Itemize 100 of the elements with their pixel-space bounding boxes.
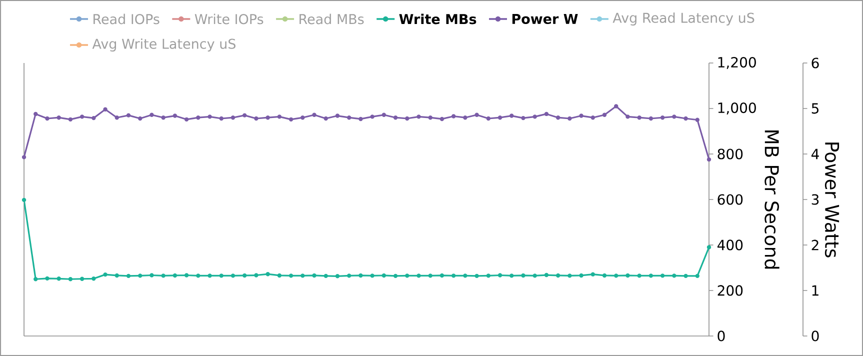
point	[242, 113, 247, 118]
point	[277, 114, 282, 119]
point	[92, 276, 96, 281]
point	[150, 273, 154, 278]
point	[288, 117, 294, 122]
point	[544, 272, 549, 278]
y-tick-label: 400	[717, 240, 743, 250]
point	[521, 116, 526, 120]
point	[498, 116, 502, 120]
point	[219, 274, 224, 278]
point	[532, 114, 537, 119]
point	[335, 114, 340, 118]
point	[602, 112, 607, 117]
point	[637, 274, 642, 278]
point	[277, 273, 282, 278]
point	[648, 274, 654, 278]
point	[463, 116, 468, 120]
point	[254, 116, 258, 121]
point	[590, 272, 595, 276]
legend-label: Write IOPs	[194, 14, 264, 24]
point	[266, 272, 270, 276]
point	[568, 274, 572, 278]
point	[208, 274, 212, 278]
y2-axis-title: Power Watts	[824, 142, 840, 258]
point	[346, 116, 352, 120]
point	[579, 273, 584, 278]
point	[172, 273, 178, 278]
point	[138, 274, 142, 278]
point	[208, 114, 212, 119]
y-tick-label: 1,200	[718, 56, 756, 70]
point	[510, 114, 514, 118]
y-axis-title: MB Per Second	[764, 130, 780, 269]
point	[312, 273, 316, 278]
point	[114, 273, 119, 278]
legend-label: Write MBs	[399, 14, 476, 24]
point	[637, 116, 642, 120]
point	[602, 273, 607, 278]
legend-label: Power W	[512, 14, 578, 24]
legend-label: Read IOPs	[94, 14, 160, 24]
point	[370, 114, 374, 119]
point	[22, 155, 26, 160]
y-tick-label: 200	[718, 285, 743, 296]
point	[660, 116, 665, 120]
point	[521, 273, 526, 278]
point	[405, 116, 410, 121]
y2-tick-label: 2	[812, 240, 818, 250]
point	[114, 116, 119, 120]
point	[556, 273, 560, 278]
point	[416, 274, 421, 278]
point	[80, 114, 84, 119]
legend-label: Avg Read Latency uS	[612, 12, 754, 26]
point	[300, 116, 305, 120]
point	[695, 118, 700, 122]
point	[440, 116, 444, 122]
point	[68, 117, 73, 122]
point	[92, 116, 96, 120]
point	[393, 274, 398, 278]
point	[266, 116, 270, 120]
point	[45, 116, 50, 121]
point	[672, 274, 676, 278]
point	[34, 277, 38, 282]
point	[358, 273, 363, 278]
point	[172, 114, 178, 118]
point	[242, 273, 247, 278]
point	[103, 272, 108, 277]
point	[568, 116, 572, 121]
y-tick-label: 1,000	[718, 102, 756, 115]
point	[370, 274, 374, 278]
point	[312, 112, 316, 117]
point	[474, 112, 479, 117]
point	[103, 107, 108, 112]
point	[590, 116, 595, 120]
point	[486, 274, 491, 278]
point	[219, 116, 224, 121]
point	[126, 113, 131, 118]
point	[532, 274, 537, 278]
point	[126, 274, 131, 278]
point	[56, 276, 61, 281]
point	[428, 274, 432, 278]
y2-tick-label: 0	[812, 330, 819, 342]
point	[382, 112, 386, 117]
point	[544, 112, 549, 116]
point	[684, 274, 688, 278]
point	[56, 116, 61, 120]
point	[254, 273, 258, 278]
y2-tick-label: 1	[812, 285, 818, 296]
point	[184, 117, 189, 122]
point	[474, 274, 479, 278]
point	[614, 104, 618, 108]
point	[45, 276, 50, 281]
y2-tick-label: 6	[812, 58, 819, 68]
point	[358, 116, 363, 122]
y-tick-label: 800	[718, 148, 743, 160]
point	[498, 273, 502, 278]
point	[579, 114, 584, 118]
y2-tick-label: 4	[811, 148, 819, 160]
point	[510, 274, 514, 278]
point	[451, 114, 456, 118]
y2-tick-label: 5	[812, 103, 818, 114]
y-tick-label: 600	[718, 194, 743, 205]
